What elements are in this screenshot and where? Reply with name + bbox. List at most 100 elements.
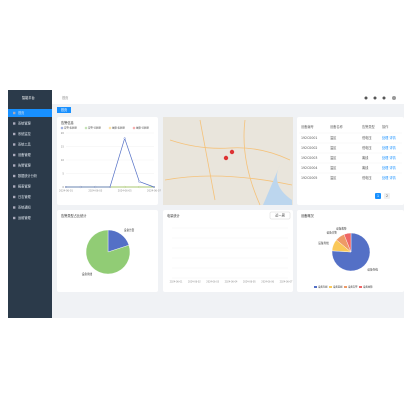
table-header: 操作 bbox=[382, 124, 389, 129]
map-pins[interactable] bbox=[223, 149, 235, 161]
menu-icon bbox=[13, 122, 16, 125]
panel-title: 告警信息 bbox=[61, 120, 74, 125]
legend-marker bbox=[359, 286, 362, 288]
x-tick-label: 2024-06-03 bbox=[88, 190, 102, 193]
table-cell: 离线 bbox=[362, 165, 369, 170]
menu-item[interactable]: 设备管理 bbox=[18, 152, 32, 157]
menu-item[interactable]: 日志管理 bbox=[18, 194, 32, 199]
table-cell: 低电压 bbox=[362, 135, 372, 140]
map-water bbox=[263, 165, 292, 205]
table-cell: 温区 bbox=[330, 135, 337, 140]
slice-label: 设备故障 bbox=[336, 226, 347, 230]
menu-item[interactable]: 系统管理 bbox=[18, 121, 32, 126]
x-tick-label: 2024-06-02 bbox=[188, 281, 201, 284]
x-tick-label: 2024-06-05 bbox=[118, 190, 132, 193]
page-button[interactable] bbox=[375, 193, 381, 199]
table-cell: 192C0003 bbox=[301, 156, 317, 160]
table-cell[interactable]: 处理 详情 bbox=[382, 155, 397, 160]
slice-label: 设备告警 bbox=[327, 231, 338, 235]
legend-marker bbox=[314, 286, 317, 288]
pie-slice bbox=[85, 229, 131, 275]
menu-icon bbox=[13, 185, 16, 188]
x-tick-label: 2024-06-03 bbox=[206, 281, 219, 284]
menu-icon bbox=[13, 195, 16, 199]
legend-label: 设备离线 bbox=[333, 285, 343, 289]
legend-marker bbox=[329, 286, 332, 288]
x-tick-label: 2024-06-07 bbox=[280, 281, 293, 284]
menu-item[interactable]: 报表管理 bbox=[18, 184, 32, 189]
table-header: 设备编号 bbox=[301, 124, 314, 129]
menu-icon bbox=[13, 216, 16, 220]
legend-label: 设备告警 bbox=[348, 285, 358, 289]
menu-item[interactable]: 运维管理 bbox=[18, 215, 32, 220]
table-cell: 192C0001 bbox=[301, 136, 317, 140]
menu-item[interactable]: 系统通知 bbox=[18, 205, 31, 210]
x-tick-label: 2024-06-05 bbox=[243, 281, 256, 284]
table-cell[interactable]: 处理 详情 bbox=[382, 165, 397, 170]
menu-icon bbox=[13, 174, 16, 178]
table-cell: 192C0004 bbox=[301, 166, 317, 170]
y-tick-label: 10 bbox=[61, 158, 65, 162]
logo: 智能平台 bbox=[22, 95, 35, 100]
top-icons[interactable] bbox=[364, 96, 397, 100]
menu-icon bbox=[13, 132, 16, 136]
panel bbox=[163, 210, 293, 292]
x-tick-label: 2024-06-04 bbox=[225, 281, 238, 284]
page-number[interactable]: 1 bbox=[377, 194, 379, 198]
menu-item[interactable]: 首页 bbox=[18, 110, 24, 115]
slice-label: 设备告警 bbox=[124, 228, 135, 232]
topbar bbox=[52, 90, 404, 104]
table-cell[interactable]: 处理 详情 bbox=[382, 175, 397, 180]
select[interactable] bbox=[269, 211, 291, 220]
page-button[interactable] bbox=[384, 193, 390, 199]
legend-marker bbox=[84, 126, 88, 130]
slice-label: 设备在线 bbox=[367, 267, 378, 271]
menu-item[interactable]: 系统工具 bbox=[18, 142, 32, 147]
panel-title: 电量统计 bbox=[167, 213, 181, 218]
menu-item[interactable]: 数据统计分析 bbox=[18, 173, 38, 178]
sidebar bbox=[8, 90, 52, 318]
menu-icon bbox=[13, 111, 16, 115]
y-tick-label: 5 bbox=[62, 172, 64, 176]
menu-icon bbox=[13, 164, 16, 167]
menu-item[interactable]: 告警管理 bbox=[18, 163, 32, 168]
legend-label: 告警-已处理 bbox=[88, 126, 101, 130]
page-number[interactable]: 2 bbox=[386, 194, 388, 198]
select-label[interactable]: 近一周 bbox=[275, 213, 285, 218]
x-tick-label: 2024-06-01 bbox=[59, 190, 73, 193]
table-cell[interactable]: 处理 详情 bbox=[382, 135, 397, 140]
table-cell: 192C0002 bbox=[301, 146, 317, 150]
table-cell: 温区 bbox=[330, 145, 337, 150]
y-tick-label: 20 bbox=[61, 131, 65, 135]
breadcrumb: 首页 bbox=[62, 95, 68, 100]
point bbox=[123, 185, 126, 188]
slice-label: 设备离线 bbox=[82, 272, 93, 276]
table-header: 告警类型 bbox=[362, 124, 376, 129]
panel bbox=[57, 117, 158, 205]
tab-label[interactable]: 首页 bbox=[61, 107, 67, 112]
menu-icon bbox=[13, 153, 16, 157]
menu-item[interactable]: 系统监控 bbox=[18, 131, 32, 136]
point bbox=[79, 185, 82, 188]
point bbox=[64, 185, 67, 188]
tab[interactable] bbox=[57, 107, 71, 113]
point bbox=[108, 185, 111, 188]
panel-title: 告警类型占比统计 bbox=[61, 213, 87, 218]
table-cell: 温区 bbox=[330, 165, 337, 170]
table-cell: 低电压 bbox=[362, 145, 372, 150]
table-cell: 离线 bbox=[362, 155, 369, 160]
pie-slice bbox=[343, 232, 352, 253]
legend-marker bbox=[344, 286, 347, 288]
point bbox=[138, 185, 141, 188]
point bbox=[138, 180, 141, 183]
point bbox=[123, 137, 126, 140]
point bbox=[152, 185, 155, 188]
panel bbox=[297, 117, 404, 205]
table-cell[interactable]: 处理 详情 bbox=[382, 145, 397, 150]
table-cell: 温区 bbox=[330, 155, 337, 160]
legend-label: 故障-未处理 bbox=[112, 126, 125, 130]
menu-icon bbox=[13, 206, 16, 209]
x-tick-label: 2024-06-06 bbox=[261, 281, 274, 284]
table-cell: 192C0005 bbox=[301, 176, 317, 180]
y-tick-label: 0 bbox=[62, 185, 64, 189]
